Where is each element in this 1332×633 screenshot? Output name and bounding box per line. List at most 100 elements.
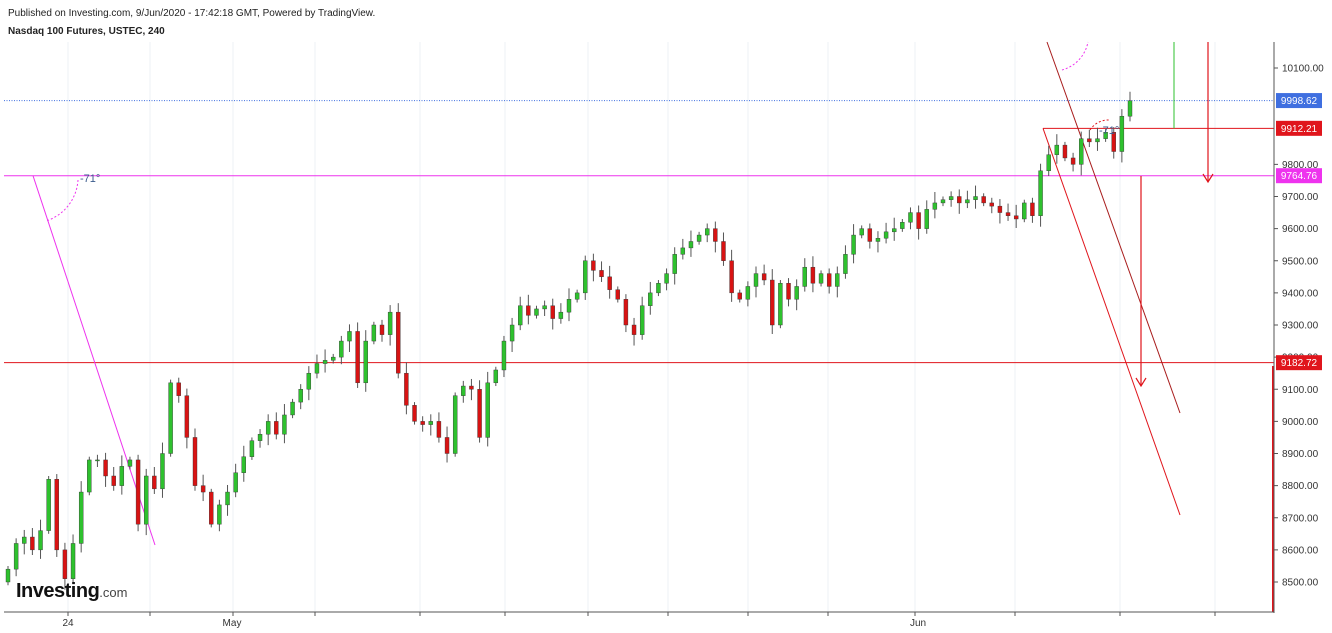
- candle-body: [331, 356, 336, 361]
- candle-body: [607, 276, 612, 290]
- candle-body: [265, 421, 271, 435]
- y-tick-label: 8500.00: [1282, 578, 1319, 589]
- candle-body: [737, 292, 742, 300]
- candle-body: [347, 331, 352, 342]
- candle-body: [225, 491, 230, 506]
- price-label: 9764.76: [1281, 171, 1318, 182]
- candle-body: [1087, 138, 1092, 143]
- candle-body: [534, 308, 539, 316]
- candle-body: [810, 266, 816, 284]
- candle-body: [900, 221, 905, 229]
- candle-body: [574, 292, 580, 300]
- y-tick-label: 8800.00: [1282, 481, 1319, 492]
- y-tick-label: 8900.00: [1282, 449, 1319, 460]
- price-label-box: [1276, 93, 1322, 109]
- candle-body: [664, 273, 669, 284]
- publish-info: Published on Investing.com, 9/Jun/2020 -…: [8, 8, 376, 19]
- candle-body: [1127, 100, 1133, 117]
- candle-body: [908, 212, 913, 223]
- y-tick-label: 9300.00: [1282, 321, 1319, 332]
- candle-body: [314, 363, 320, 374]
- candle-body: [322, 360, 328, 364]
- candle-body: [940, 199, 946, 204]
- candle-body: [851, 234, 856, 255]
- drawings: [4, 41, 1274, 546]
- y-tick-label: 9800.00: [1282, 160, 1319, 171]
- candle-body: [95, 459, 100, 462]
- y-tick-label: 8600.00: [1282, 545, 1319, 556]
- y-tick-label: 9500.00: [1282, 256, 1319, 267]
- candle-body: [436, 421, 442, 438]
- candle-body: [461, 385, 466, 396]
- candle-body: [1062, 144, 1068, 159]
- y-tick-label: 9100.00: [1282, 385, 1319, 396]
- logo-suffix: .com: [99, 585, 128, 600]
- x-tick-label: May: [223, 618, 242, 629]
- candle-body: [233, 472, 238, 493]
- candle-body: [1038, 170, 1043, 216]
- candle-body: [46, 479, 51, 531]
- candle-body: [550, 305, 555, 319]
- candle-body: [1095, 138, 1100, 143]
- candle-body: [786, 283, 791, 300]
- trend-line-dark-red: [1046, 41, 1181, 414]
- candle-body: [485, 382, 490, 438]
- candle-body: [859, 228, 864, 236]
- arrow-head: [1202, 173, 1214, 184]
- candle-body: [753, 273, 759, 287]
- candle-body: [176, 382, 181, 396]
- candle-body: [932, 202, 938, 210]
- candle-body: [355, 331, 360, 384]
- price-label: 9912.21: [1281, 124, 1318, 135]
- candle-body: [843, 254, 848, 274]
- candle-body: [867, 228, 873, 242]
- candle-body: [420, 421, 425, 425]
- candle-body: [639, 305, 645, 335]
- candle-body: [1079, 138, 1084, 165]
- candle-body: [623, 299, 629, 326]
- candle-body: [566, 299, 572, 313]
- candle-body: [883, 231, 889, 239]
- candle-body: [363, 340, 368, 384]
- axes: 10100.00 9800.00 9700.00 9600.00 9500.00 9400…: [4, 42, 1324, 629]
- candle-body: [144, 475, 149, 525]
- candle-body: [1054, 144, 1060, 155]
- arrow-head: [1135, 377, 1147, 388]
- candle-body: [981, 196, 986, 204]
- candle-body: [70, 543, 76, 579]
- investing-logo: Investing.com: [16, 580, 127, 603]
- candle-body: [168, 382, 173, 454]
- candle-body: [396, 311, 401, 374]
- candle-body: [160, 453, 165, 490]
- candle-body: [135, 459, 141, 525]
- price-label-box: [1276, 120, 1322, 136]
- candle-body: [713, 228, 718, 242]
- candle-body: [1030, 202, 1035, 216]
- candle-body: [1070, 157, 1076, 165]
- candle-body: [38, 530, 43, 551]
- candle-body: [379, 324, 385, 335]
- candle-body: [1103, 132, 1108, 139]
- angle-arc: [1089, 119, 1111, 131]
- price-label-box: [1276, 168, 1322, 184]
- candle-body: [1119, 115, 1125, 152]
- candle-body: [119, 466, 125, 486]
- logo-word: Investing: [16, 580, 100, 602]
- trend-line-magenta: [32, 175, 156, 546]
- candle-body: [973, 196, 978, 200]
- candle-body: [1013, 215, 1019, 220]
- price-label: 9998.62: [1281, 96, 1318, 107]
- candle-body: [493, 369, 499, 384]
- candle-body: [469, 385, 474, 390]
- candle-body: [599, 270, 604, 278]
- candle-body: [477, 389, 482, 438]
- candle-body: [680, 247, 686, 255]
- candle-body: [526, 305, 531, 316]
- candle-body: [274, 421, 279, 435]
- candle-body: [656, 283, 661, 294]
- candle-body: [87, 459, 92, 493]
- candle-body: [1022, 202, 1027, 220]
- y-tick-label: 9600.00: [1282, 224, 1319, 235]
- candle-body: [209, 491, 214, 525]
